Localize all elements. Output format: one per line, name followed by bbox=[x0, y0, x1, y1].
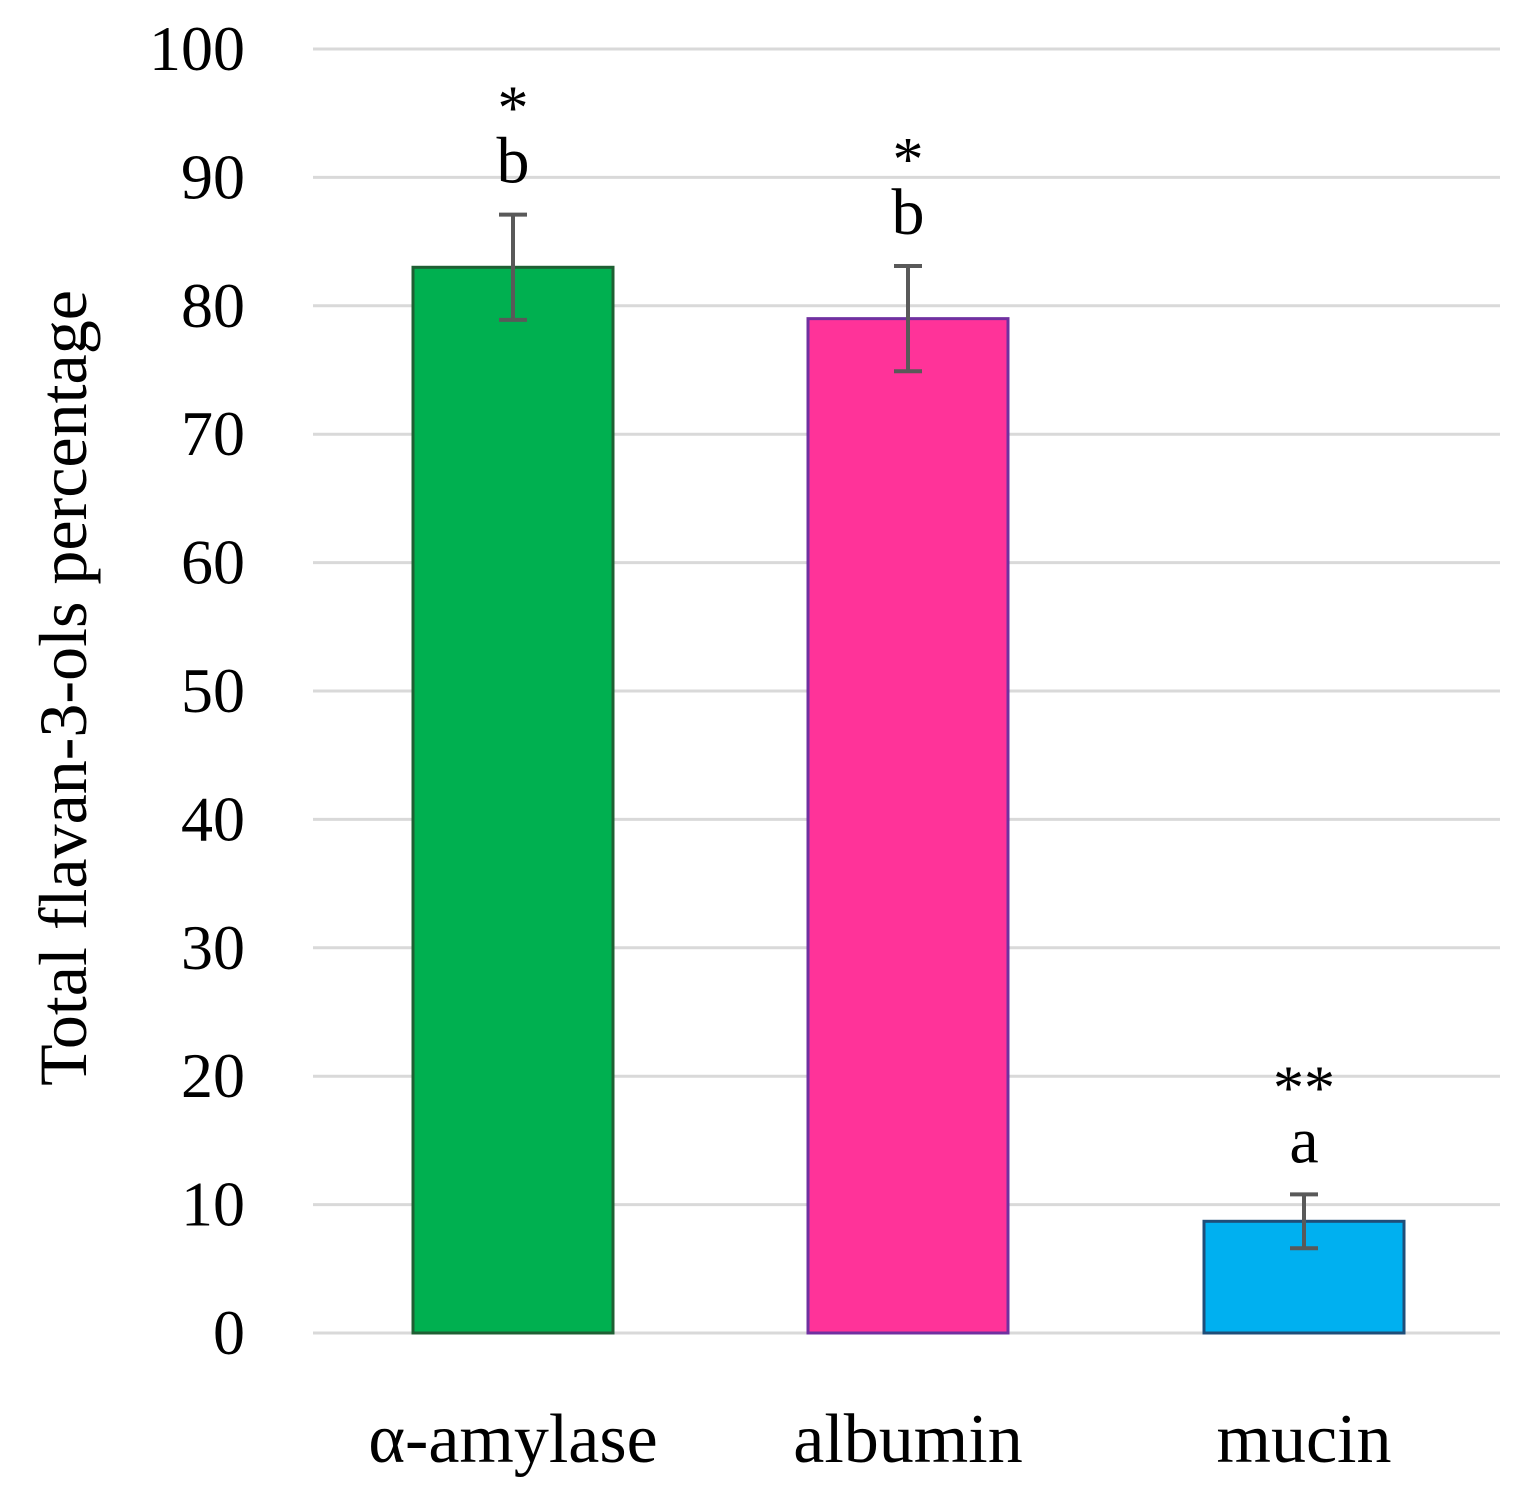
significance-stars-mucin: ** bbox=[1273, 1054, 1335, 1122]
y-tick-label-30: 30 bbox=[181, 912, 245, 983]
y-tick-label-10: 10 bbox=[181, 1169, 245, 1240]
error-bar-albumin bbox=[894, 263, 922, 374]
error-bar-mucin bbox=[1290, 1192, 1318, 1251]
x-axis-labels: α-amylase albumin mucin bbox=[368, 1401, 1391, 1478]
bar-albumin bbox=[806, 317, 1010, 1335]
y-tick-label-20: 20 bbox=[181, 1040, 245, 1111]
y-tick-label-0: 0 bbox=[213, 1297, 245, 1368]
significance-letter-albumin: b bbox=[892, 176, 925, 249]
significance-letter--amylase: b bbox=[497, 125, 530, 198]
error-bar--amylase bbox=[499, 212, 527, 322]
y-tick-label-40: 40 bbox=[181, 783, 245, 854]
significance-letter-mucin: a bbox=[1289, 1104, 1318, 1177]
y-tick-label-100: 100 bbox=[149, 13, 245, 84]
y-tick-label-70: 70 bbox=[181, 398, 245, 469]
y-axis-ticks: 0 10 20 30 40 50 60 70 80 90 100 bbox=[149, 13, 245, 1368]
y-axis-title: Total flavan-3-ols percentage bbox=[25, 290, 101, 1086]
y-tick-label-60: 60 bbox=[181, 527, 245, 598]
bar--amylase bbox=[411, 265, 615, 1335]
bars bbox=[411, 265, 1406, 1335]
y-tick-label-90: 90 bbox=[181, 141, 245, 212]
x-tick-label--amylase: α-amylase bbox=[368, 1401, 657, 1478]
significance-stars--amylase: * bbox=[498, 75, 529, 143]
x-tick-label-mucin: mucin bbox=[1217, 1401, 1392, 1478]
significance-stars-albumin: * bbox=[893, 126, 924, 194]
annotations: b*b*a** bbox=[497, 75, 1336, 1178]
error-bars bbox=[499, 212, 1318, 1251]
y-tick-label-80: 80 bbox=[181, 270, 245, 341]
y-tick-label-50: 50 bbox=[181, 655, 245, 726]
x-tick-label-albumin: albumin bbox=[793, 1401, 1022, 1478]
